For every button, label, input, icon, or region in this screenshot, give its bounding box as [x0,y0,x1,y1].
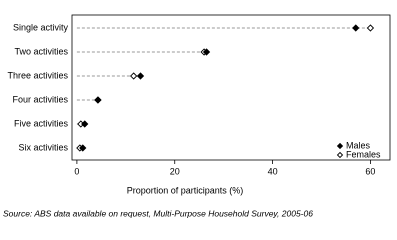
legend-marker [336,151,344,159]
y-tick-label: Two activities [14,46,68,56]
x-tick-label: 60 [365,166,375,176]
y-tick-label: Five activities [14,118,69,128]
dot-marker [130,72,138,80]
dot-marker [352,24,360,32]
y-tick-label: Three activities [7,70,68,80]
x-axis-title: Proportion of participants (%) [127,185,244,195]
dot-marker [136,72,145,80]
dot-marker [202,48,211,56]
dot-marker [81,120,89,128]
legend-label: Males [346,140,371,150]
legend-label: Females [346,149,381,159]
x-tick-label: 0 [74,166,79,176]
page: {"chart_data": {"type": "dot", "categori… [3,14,391,219]
dot-marker [366,24,375,32]
x-tick-label: 20 [170,166,180,176]
chart: Proportion of participants (%) Source: A… [3,14,391,218]
legend-marker [336,142,344,150]
dot-marker [79,144,87,152]
x-tick-label: 40 [268,166,278,176]
source-note: Source: ABS data available on request, M… [3,208,313,218]
y-tick-label: Six activities [18,142,68,152]
y-tick-label: Four activities [12,94,68,104]
y-tick-label: Single activity [13,22,69,32]
plot-frame [71,14,391,161]
dot-marker [94,96,102,104]
